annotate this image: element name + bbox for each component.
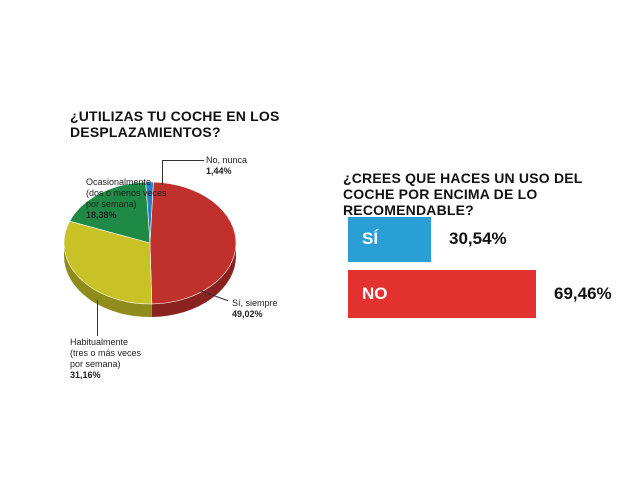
pie-slice [149,181,237,305]
bar-chart-title: ¿CREES QUE HACES UN USO DEL COCHE POR EN… [343,170,583,218]
pie-label-si-siempre: Sí, siempre 49,02% [232,298,278,319]
bar-no: NO [348,270,536,318]
pie-chart-title: ¿UTILIZAS TU COCHE EN LOS DESPLAZAMIENTO… [70,108,280,140]
pie-label-habitualmente: Habitualmente (tres o más veces por sema… [70,337,142,380]
pie-label-ocasionalmente: Ocasionalmente (dos o menos veces por se… [86,177,167,220]
leader-line [162,160,163,185]
leader-line [162,160,204,161]
pie-chart [63,181,237,317]
pie-label-no-nunca: No, nunca 1,44% [206,155,248,176]
bar-si: SÍ [348,217,431,262]
pie-slice [63,220,153,305]
leader-line [97,300,98,336]
pie-slice-side [151,243,236,317]
bar-value-label: 69,46% [554,284,612,303]
bar-category-label: SÍ [362,229,379,248]
pie-slice [69,181,151,244]
bar-value-label: 30,54% [449,229,507,248]
bar-category-label: NO [362,284,388,303]
